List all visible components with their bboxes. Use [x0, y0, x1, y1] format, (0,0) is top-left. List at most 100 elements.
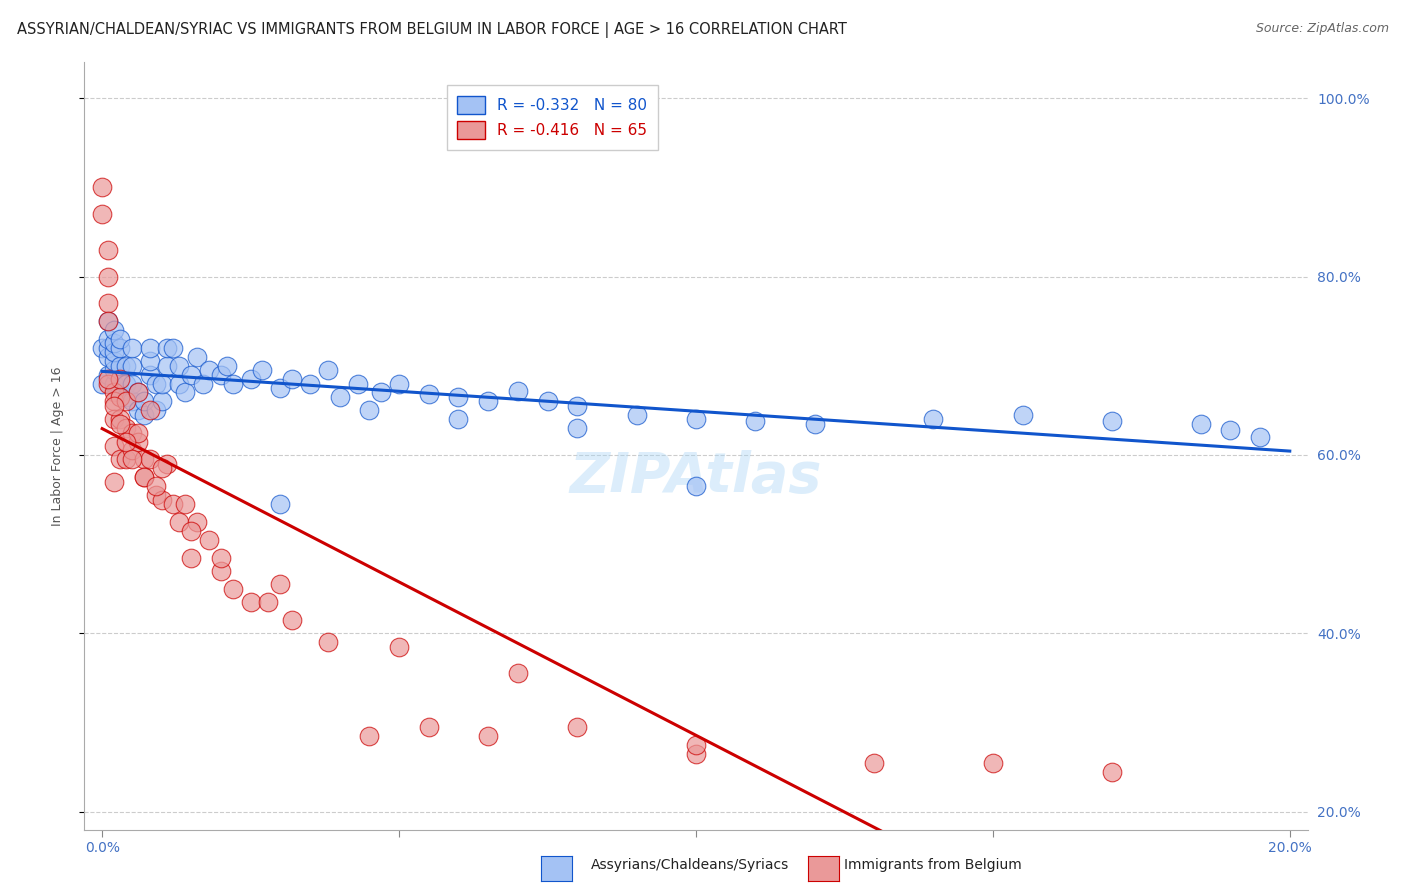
- Point: [269, 497, 291, 511]
- Point: [97, 314, 120, 328]
- Point: [108, 372, 131, 386]
- Point: [685, 412, 707, 426]
- Point: [370, 385, 392, 400]
- Point: [108, 412, 131, 426]
- Point: [1249, 430, 1271, 444]
- Point: [186, 515, 208, 529]
- Point: [239, 372, 262, 386]
- Point: [132, 470, 155, 484]
- Point: [127, 434, 149, 449]
- Text: ZIPAtlas: ZIPAtlas: [569, 450, 823, 504]
- Point: [156, 359, 179, 373]
- Point: [103, 412, 125, 426]
- Text: Source: ZipAtlas.com: Source: ZipAtlas.com: [1256, 22, 1389, 36]
- Point: [103, 323, 125, 337]
- Point: [685, 479, 707, 493]
- Point: [91, 207, 114, 221]
- Point: [132, 394, 155, 409]
- Point: [1219, 423, 1241, 437]
- Point: [115, 390, 138, 404]
- Point: [132, 408, 155, 422]
- Point: [97, 296, 120, 310]
- Point: [447, 412, 470, 426]
- Point: [97, 243, 120, 257]
- Point: [281, 613, 304, 627]
- Point: [97, 350, 120, 364]
- Point: [103, 354, 125, 368]
- Point: [198, 533, 221, 547]
- Point: [132, 452, 155, 467]
- Point: [191, 376, 214, 391]
- Point: [156, 341, 179, 355]
- Point: [103, 363, 125, 377]
- Point: [138, 403, 160, 417]
- Point: [209, 550, 232, 565]
- Point: [150, 394, 173, 409]
- Point: [418, 387, 440, 401]
- Point: [121, 359, 143, 373]
- Point: [418, 720, 440, 734]
- Point: [97, 376, 120, 391]
- Point: [803, 417, 825, 431]
- Point: [447, 390, 470, 404]
- Point: [138, 368, 160, 382]
- Point: [346, 376, 368, 391]
- Point: [108, 372, 131, 386]
- Point: [209, 564, 232, 578]
- Point: [744, 414, 766, 428]
- Point: [169, 515, 191, 529]
- Point: [121, 452, 143, 467]
- Point: [215, 359, 238, 373]
- Text: Immigrants from Belgium: Immigrants from Belgium: [844, 858, 1021, 872]
- Point: [863, 756, 886, 770]
- Point: [477, 729, 499, 743]
- Point: [108, 359, 131, 373]
- Point: [536, 394, 558, 409]
- Point: [981, 756, 1004, 770]
- Point: [108, 417, 131, 431]
- Point: [108, 341, 131, 355]
- Point: [91, 180, 114, 194]
- Legend: R = -0.332   N = 80, R = -0.416   N = 65: R = -0.332 N = 80, R = -0.416 N = 65: [447, 86, 658, 150]
- Point: [269, 381, 291, 395]
- Point: [108, 390, 131, 404]
- Point: [222, 582, 245, 596]
- Point: [1189, 417, 1212, 431]
- Point: [174, 497, 197, 511]
- Point: [198, 363, 221, 377]
- Point: [359, 729, 381, 743]
- Text: ASSYRIAN/CHALDEAN/SYRIAC VS IMMIGRANTS FROM BELGIUM IN LABOR FORCE | AGE > 16 CO: ASSYRIAN/CHALDEAN/SYRIAC VS IMMIGRANTS F…: [17, 22, 846, 38]
- Point: [156, 457, 179, 471]
- Point: [127, 403, 149, 417]
- Point: [127, 385, 149, 400]
- Point: [145, 479, 167, 493]
- Y-axis label: In Labor Force | Age > 16: In Labor Force | Age > 16: [51, 367, 63, 525]
- Point: [115, 359, 138, 373]
- Point: [115, 452, 138, 467]
- Point: [180, 550, 202, 565]
- Point: [121, 341, 143, 355]
- Point: [316, 635, 339, 649]
- Point: [169, 376, 191, 391]
- Point: [180, 368, 202, 382]
- Point: [922, 412, 945, 426]
- Point: [97, 269, 120, 284]
- Point: [145, 403, 167, 417]
- Point: [103, 376, 125, 391]
- Point: [97, 341, 120, 355]
- Point: [209, 368, 232, 382]
- Point: [108, 385, 131, 400]
- Point: [103, 394, 125, 409]
- Point: [115, 394, 138, 409]
- Point: [97, 332, 120, 346]
- Point: [150, 492, 173, 507]
- Point: [121, 394, 143, 409]
- Point: [174, 385, 197, 400]
- Point: [1101, 764, 1123, 779]
- Point: [138, 452, 160, 467]
- Point: [567, 399, 589, 413]
- Point: [103, 345, 125, 359]
- Point: [127, 425, 149, 440]
- Point: [115, 434, 138, 449]
- Point: [1011, 408, 1033, 422]
